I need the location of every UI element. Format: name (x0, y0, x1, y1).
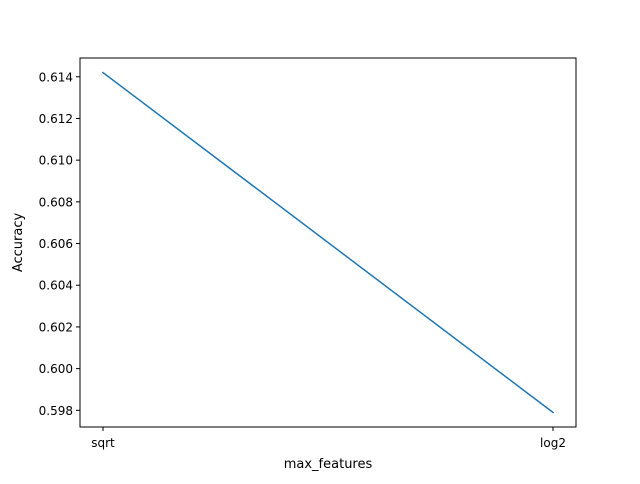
y-tick-label: 0.598 (39, 404, 73, 418)
x-axis-label: max_features (284, 457, 373, 472)
x-tick-label: sqrt (91, 436, 115, 450)
y-tick-label: 0.614 (39, 70, 73, 84)
y-tick-label: 0.604 (39, 279, 73, 293)
y-tick-label: 0.606 (39, 237, 73, 251)
y-tick-label: 0.602 (39, 320, 73, 334)
y-tick-label: 0.600 (39, 362, 73, 376)
y-axis-label: Accuracy (11, 213, 26, 273)
x-tick-label: log2 (540, 436, 566, 450)
y-tick-label: 0.612 (39, 112, 73, 126)
y-tick-label: 0.608 (39, 195, 73, 209)
y-tick-label: 0.610 (39, 154, 73, 168)
